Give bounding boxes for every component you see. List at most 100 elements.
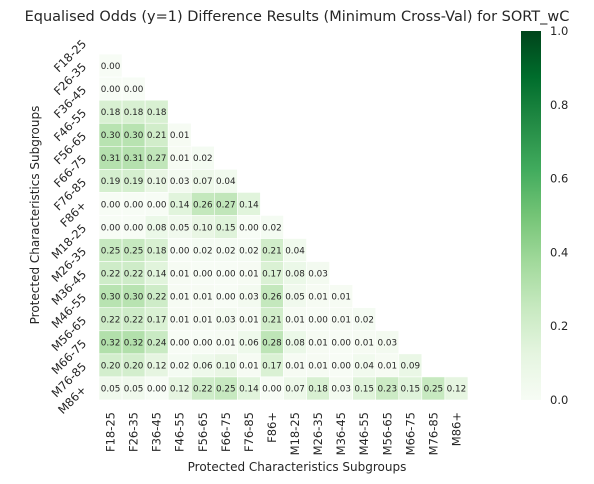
- cell-value-label: 0.00: [262, 385, 282, 395]
- cell-value-label: 0.12: [447, 385, 467, 395]
- cell-value-label: 0.00: [193, 269, 213, 279]
- cell-value-label: 0.01: [239, 269, 259, 279]
- cell-value-label: 0.28: [262, 339, 282, 349]
- colorbar: [521, 31, 541, 400]
- cell-value-label: 0.31: [124, 154, 144, 164]
- colorbar-tick-label: 0.6: [550, 172, 568, 186]
- cell-value-label: 0.18: [124, 108, 144, 118]
- cell-value-label: 0.00: [147, 200, 167, 210]
- x-tick-label: M86+: [449, 412, 463, 446]
- cell-value-label: 0.01: [308, 362, 328, 372]
- cell-value-label: 0.01: [170, 131, 190, 141]
- x-tick-label: F76-85: [242, 412, 256, 452]
- cell-value-label: 0.04: [354, 362, 374, 372]
- cell-value-label: 0.03: [170, 177, 190, 187]
- colorbar-tick-label: 1.0: [550, 24, 568, 38]
- cell-value-label: 0.25: [101, 246, 121, 256]
- cell-value-label: 0.26: [262, 292, 282, 302]
- cell-value-label: 0.22: [124, 316, 144, 326]
- cell-value-label: 0.23: [377, 385, 397, 395]
- cell-value-label: 0.27: [216, 200, 236, 210]
- cell-value-label: 0.01: [354, 339, 374, 349]
- cell-value-label: 0.05: [285, 292, 305, 302]
- cell-value-label: 0.01: [170, 316, 190, 326]
- cell-value-label: 0.02: [193, 154, 213, 164]
- cell-value-label: 0.19: [101, 177, 121, 187]
- cell-value-label: 0.00: [239, 223, 259, 233]
- cell-value-label: 0.02: [193, 246, 213, 256]
- cell-value-label: 0.02: [262, 223, 282, 233]
- y-tick-labels: F18-25F26-35F36-45F46-55F56-65F66-75F76-…: [49, 37, 90, 417]
- cell-value-label: 0.25: [216, 385, 236, 395]
- cell-value-label: 0.18: [308, 385, 328, 395]
- x-tick-label: M56-65: [380, 412, 394, 455]
- cell-value-label: 0.17: [262, 362, 282, 372]
- cell-value-label: 0.06: [193, 362, 213, 372]
- cell-value-label: 0.01: [239, 316, 259, 326]
- cell-value-label: 0.00: [101, 223, 121, 233]
- x-tick-label: M66-75: [403, 412, 417, 455]
- heatmap-cells: 0.000.00 0.000.18 0.18 0.180.30 0.30 0.21 0.01…: [98, 53, 469, 401]
- cell-value-label: 0.21: [262, 316, 282, 326]
- cell-value-label: 0.32: [124, 339, 144, 349]
- cell-value-label: 0.22: [124, 269, 144, 279]
- cell-value-label: 0.01: [239, 362, 259, 372]
- cell-value-label: 0.03: [239, 292, 259, 302]
- cell-value-label: 0.04: [216, 177, 236, 187]
- cell-value-label: 0.00: [331, 362, 351, 372]
- cell-value-label: 0.22: [193, 385, 213, 395]
- cell-value-label: 0.21: [147, 131, 167, 141]
- cell-value-label: 0.14: [147, 269, 167, 279]
- heatmap-cell: [444, 376, 469, 401]
- cell-value-label: 0.31: [101, 154, 121, 164]
- cell-value-label: 0.07: [285, 385, 305, 395]
- cell-value-label: 0.08: [147, 223, 167, 233]
- cell-value-label: 0.00: [147, 385, 167, 395]
- cell-value-label: 0.20: [101, 362, 121, 372]
- x-tick-label: M36-45: [334, 412, 348, 455]
- cell-value-label: 0.01: [285, 316, 305, 326]
- cell-value-label: 0.07: [193, 177, 213, 187]
- cell-value-label: 0.03: [331, 385, 351, 395]
- cell-value-label: 0.01: [193, 292, 213, 302]
- cell-value-label: 0.05: [170, 223, 190, 233]
- cell-value-label: 0.12: [147, 362, 167, 372]
- cell-value-label: 0.00: [124, 200, 144, 210]
- cell-value-label: 0.17: [262, 269, 282, 279]
- colorbar-tick-label: 0.2: [550, 319, 568, 333]
- chart-title: Equalised Odds (y=1) Difference Results …: [25, 9, 570, 25]
- cell-value-label: 0.30: [124, 292, 144, 302]
- cell-value-label: 0.00: [101, 62, 121, 72]
- cell-value-label: 0.26: [193, 200, 213, 210]
- cell-value-label: 0.18: [147, 246, 167, 256]
- cell-value-label: 0.30: [124, 131, 144, 141]
- cell-value-label: 0.00: [101, 85, 121, 95]
- x-tick-label: M76-85: [426, 412, 440, 455]
- x-tick-labels: F18-25 F26-35 F36-45 F46-55 F56-65 F66-75 F76-…: [104, 412, 464, 455]
- cell-value-label: 0.03: [308, 269, 328, 279]
- cell-value-label: 0.25: [424, 385, 444, 395]
- x-tick-label: F56-65: [196, 412, 210, 452]
- cell-value-label: 0.01: [308, 292, 328, 302]
- cell-value-label: 0.00: [170, 246, 190, 256]
- cell-value-label: 0.01: [331, 292, 351, 302]
- cell-value-label: 0.17: [147, 316, 167, 326]
- cell-value-label: 0.01: [170, 269, 190, 279]
- colorbar-tick-label: 0.0: [550, 393, 568, 407]
- cell-value-label: 0.09: [401, 362, 421, 372]
- cell-value-label: 0.05: [124, 385, 144, 395]
- cell-value-label: 0.01: [331, 316, 351, 326]
- cell-value-label: 0.14: [239, 385, 259, 395]
- cell-value-label: 0.01: [308, 339, 328, 349]
- cell-value-label: 0.22: [147, 292, 167, 302]
- cell-value-label: 0.02: [170, 362, 190, 372]
- cell-value-label: 0.02: [354, 316, 374, 326]
- cell-value-label: 0.01: [377, 362, 397, 372]
- cell-value-label: 0.00: [101, 200, 121, 210]
- y-axis-label: Protected Characteristics Subgroups: [28, 106, 42, 325]
- cell-value-label: 0.24: [147, 339, 167, 349]
- cell-value-label: 0.02: [239, 246, 259, 256]
- cell-value-label: 0.00: [170, 339, 190, 349]
- cell-value-label: 0.22: [101, 269, 121, 279]
